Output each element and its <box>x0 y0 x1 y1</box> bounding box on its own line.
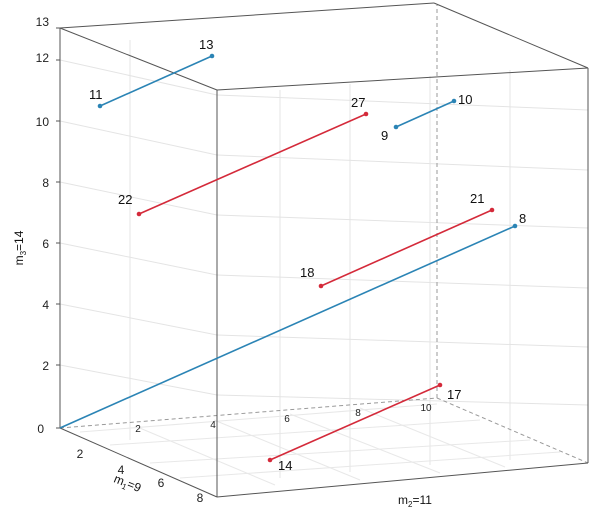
hidden-edges <box>59 5 589 464</box>
m1-tick-labels: 2 4 6 8 <box>77 447 204 505</box>
box-edges <box>59 2 589 498</box>
segment-22-27 <box>138 113 367 215</box>
segment-11-13 <box>99 55 213 107</box>
m2-axis-label: m2=11 <box>398 493 432 509</box>
m3-tick: 13 <box>36 15 50 29</box>
m2-tick: 8 <box>355 408 361 419</box>
point-9 <box>393 124 399 130</box>
back-wall-grid <box>59 40 589 478</box>
point-10 <box>451 98 457 104</box>
label-17: 17 <box>447 387 461 402</box>
label-8: 8 <box>519 211 526 226</box>
point-labels: 11 13 22 27 9 10 18 21 8 14 17 <box>89 37 526 473</box>
m3-tick: 8 <box>42 176 49 190</box>
m3-tick: 2 <box>42 359 49 373</box>
m1-tick: 4 <box>118 463 125 477</box>
segment-14-17 <box>269 384 441 461</box>
label-11: 11 <box>89 87 103 102</box>
m2-tick: 4 <box>210 420 216 431</box>
m3-axis-label: m3=14 <box>12 230 28 265</box>
segment-18-21 <box>320 209 493 287</box>
point-8 <box>512 223 518 229</box>
m3-tick: 6 <box>42 237 49 251</box>
m3-tick: 4 <box>42 298 49 312</box>
label-27: 27 <box>351 95 365 110</box>
m1-tick: 2 <box>77 447 84 461</box>
floor-grid <box>79 403 561 486</box>
point-21 <box>489 207 495 213</box>
label-13: 13 <box>199 37 213 52</box>
m3-tick: 10 <box>36 115 50 129</box>
point-13 <box>209 53 215 59</box>
m2-tick: 6 <box>284 414 290 425</box>
m1-axis-label: m1=9 <box>111 472 143 497</box>
label-10: 10 <box>458 92 472 107</box>
m3-tick: 0 <box>37 422 44 436</box>
point-11 <box>97 103 103 109</box>
label-14: 14 <box>278 458 292 473</box>
m3-tick: 12 <box>36 51 50 65</box>
point-18 <box>318 283 324 289</box>
label-22: 22 <box>118 192 132 207</box>
m3-axis-ticks <box>56 27 60 429</box>
m1-tick: 6 <box>158 476 165 490</box>
m3-tick-labels: 0 2 4 6 8 10 12 13 <box>36 15 50 436</box>
m1-tick: 8 <box>197 491 204 505</box>
label-18: 18 <box>300 265 314 280</box>
m2-tick: 10 <box>420 403 432 414</box>
label-21: 21 <box>470 191 484 206</box>
segments <box>59 53 518 463</box>
m2-tick: 2 <box>135 424 141 435</box>
label-9: 9 <box>381 128 388 143</box>
segment-origin-8 <box>59 225 516 429</box>
point-17 <box>437 382 443 388</box>
segment-9-10 <box>395 100 455 128</box>
m2-tick-labels: 2 4 6 8 10 <box>135 403 432 435</box>
point-14 <box>267 457 273 463</box>
point-22 <box>136 211 142 217</box>
point-27 <box>363 111 369 117</box>
